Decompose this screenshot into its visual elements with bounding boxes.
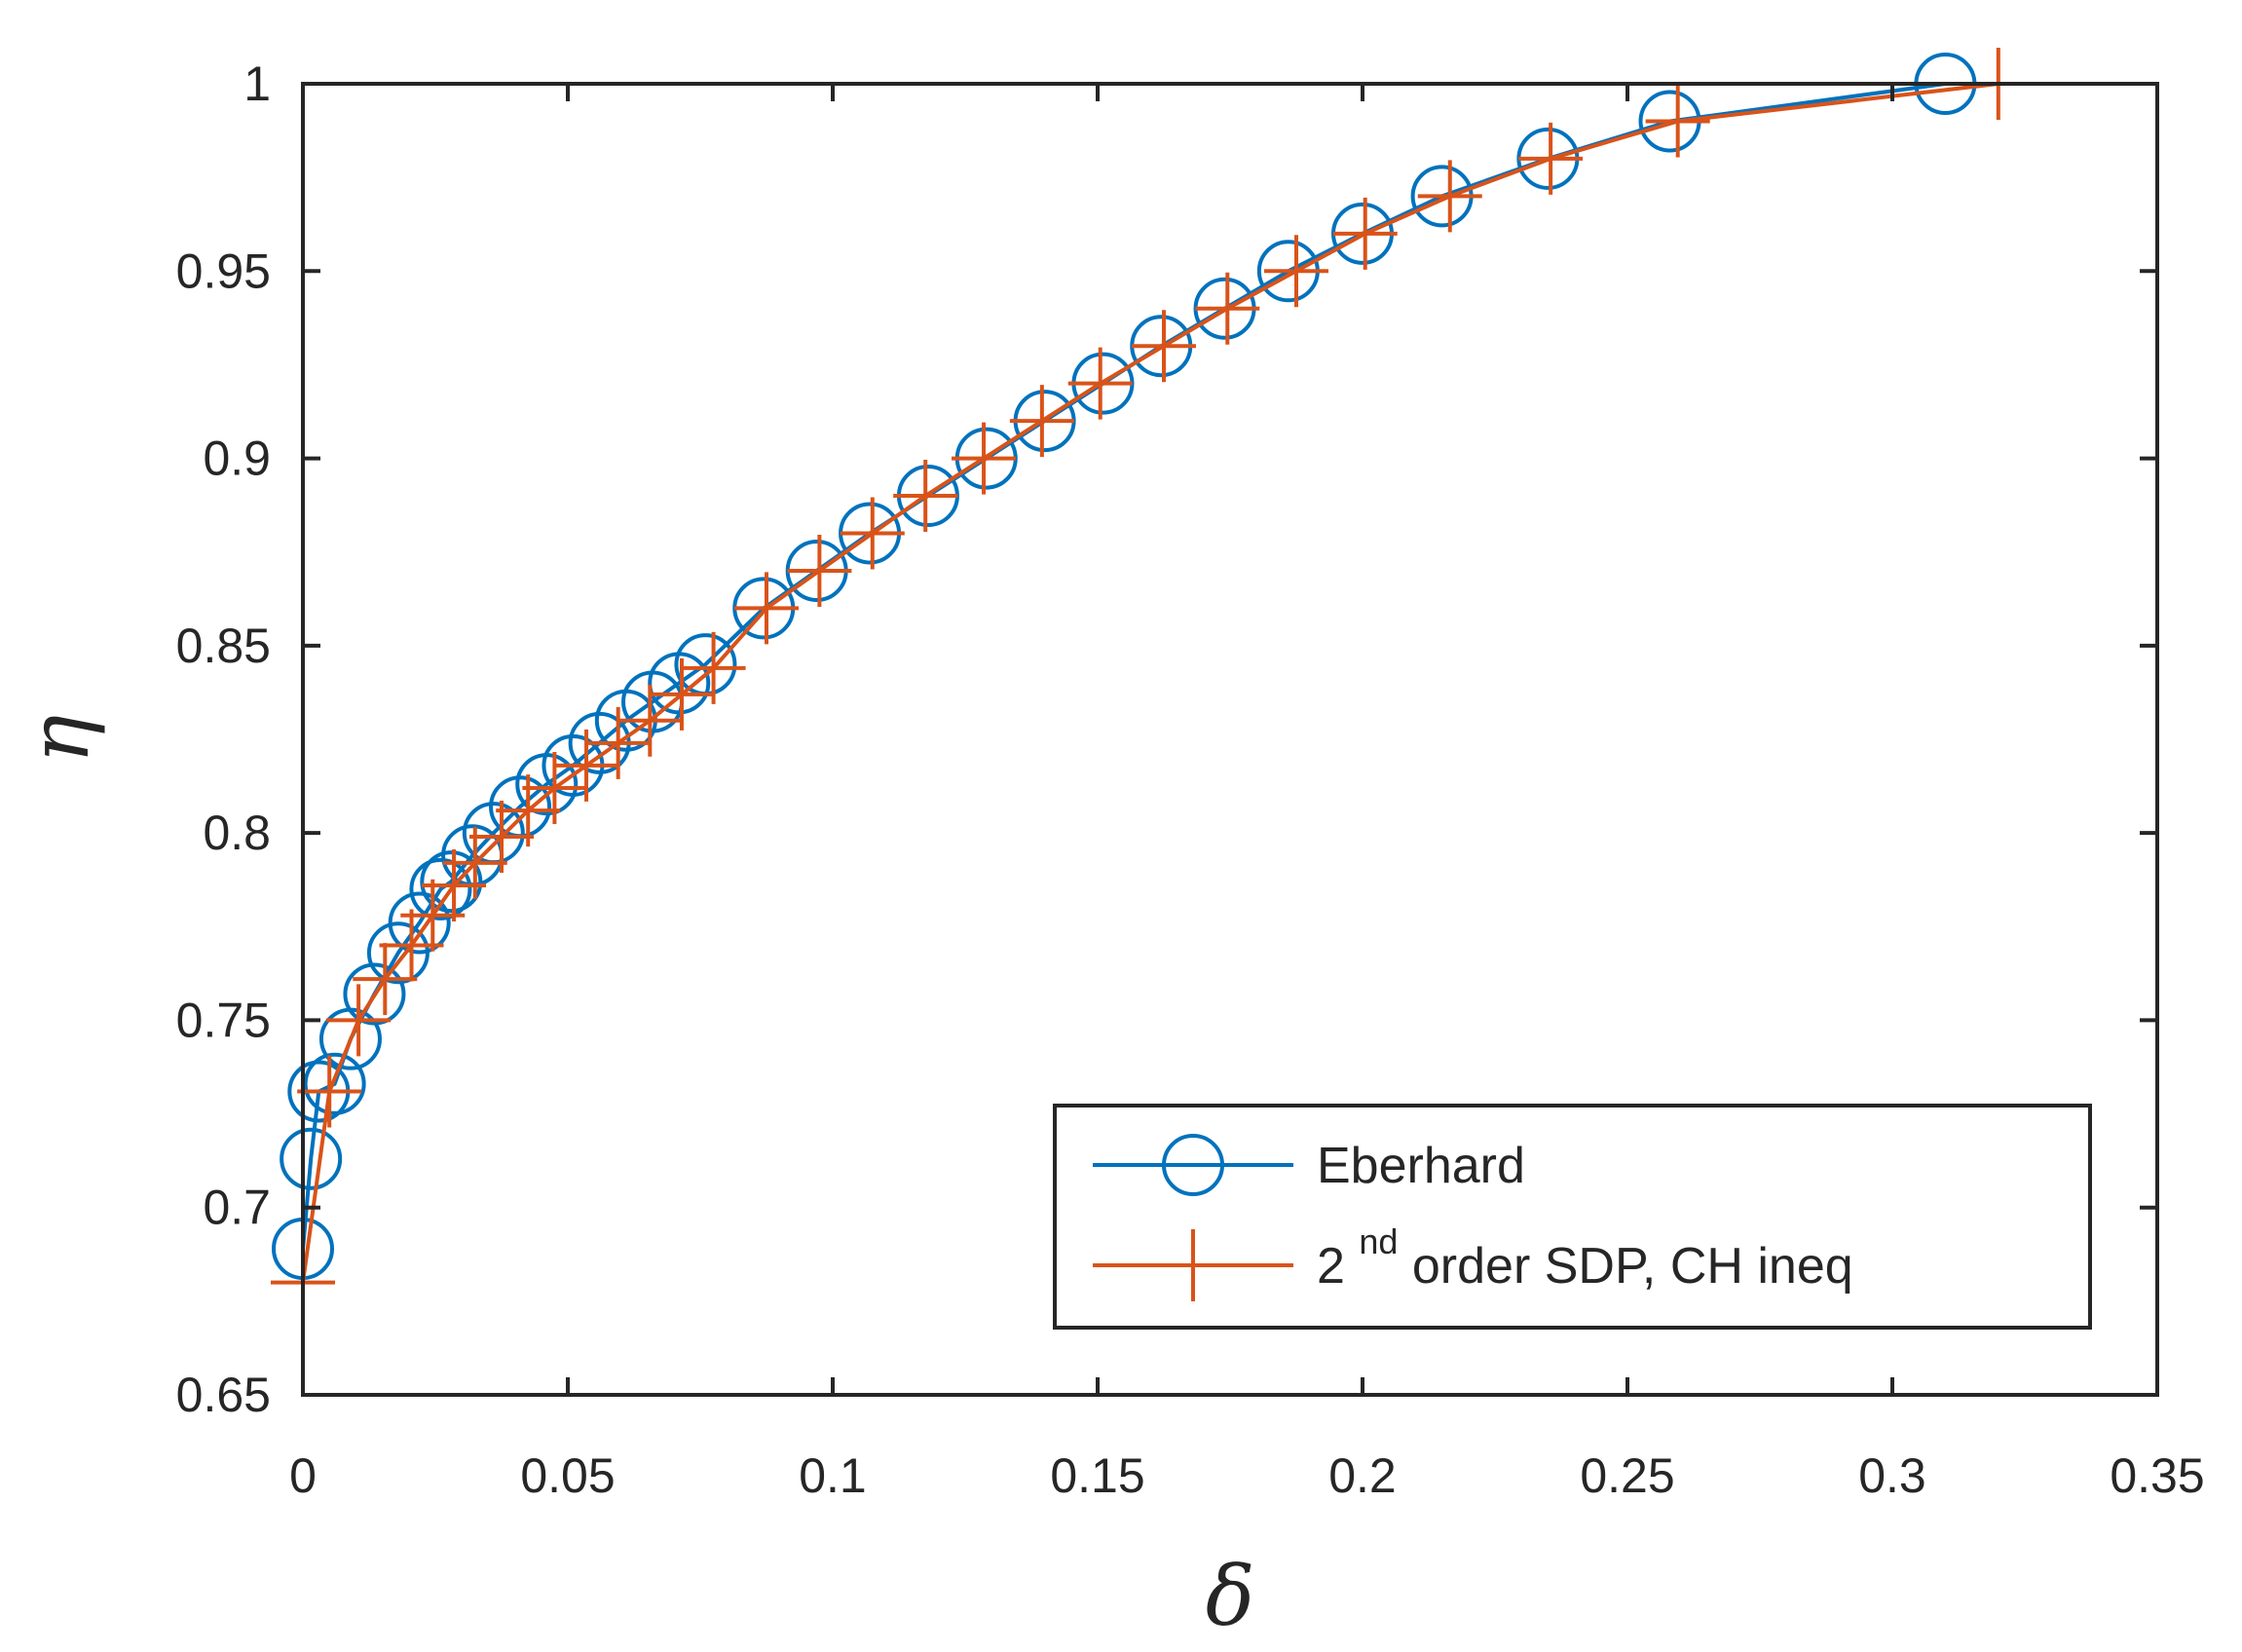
data-point	[1645, 85, 1710, 158]
data-point	[1332, 197, 1398, 270]
data-point	[409, 857, 472, 920]
data-point	[681, 631, 746, 704]
legend-box	[1053, 1104, 2092, 1330]
y-tick-label: 0.85	[176, 619, 271, 673]
data-point	[343, 962, 406, 1026]
data-point	[952, 422, 1017, 495]
legend-label-sdp-sup: nd	[1359, 1221, 1398, 1261]
legend-label-eberhard: Eberhard	[1317, 1138, 1525, 1194]
data-point	[1417, 160, 1482, 233]
x-axis-label: δ	[1206, 1549, 1255, 1644]
x-tick-label: 0.15	[1050, 1448, 1144, 1503]
legend-marker-eberhard	[1162, 1134, 1224, 1196]
data-point	[297, 1055, 362, 1128]
x-tick-label: 0.3	[1858, 1448, 1926, 1503]
y-tick-label: 0.65	[176, 1368, 271, 1422]
data-point	[617, 684, 683, 757]
x-tick-label: 0	[289, 1448, 317, 1503]
data-point	[893, 460, 958, 533]
x-tick-label: 0.05	[520, 1448, 615, 1503]
y-axis-label: η	[12, 715, 107, 764]
data-point	[353, 943, 418, 1016]
y-tick-label: 1	[243, 56, 271, 111]
data-point	[1009, 385, 1074, 458]
series-1	[271, 48, 2031, 1319]
plot-frame	[301, 82, 2159, 1397]
legend-label-sdp-rest: order SDP, CH ineq	[1412, 1238, 1853, 1295]
y-tick-label: 0.9	[203, 432, 271, 486]
data-point	[840, 497, 905, 570]
data-point	[469, 800, 534, 873]
data-point	[280, 1127, 343, 1190]
data-point	[734, 572, 799, 645]
data-point	[303, 1052, 366, 1115]
data-point	[1264, 235, 1328, 308]
legend-label-sdp-main: 2	[1317, 1238, 1345, 1295]
y-tick-label: 0.95	[176, 244, 271, 298]
data-point	[1132, 310, 1196, 383]
data-point	[326, 984, 392, 1057]
y-tick-label: 0.7	[203, 1181, 271, 1235]
y-axis-ticks: 0.65 0.7 0.75 0.8 0.85 0.9 0.95 1	[176, 56, 2157, 1422]
data-point	[1195, 272, 1260, 345]
legend: Eberhard 2 nd order SDP, CH ineq	[1053, 1104, 2092, 1330]
legend-label-sdp: 2 nd order SDP, CH ineq	[1317, 1209, 1853, 1295]
data-point	[442, 826, 507, 899]
x-tick-label: 0.25	[1580, 1448, 1674, 1503]
data-point	[1067, 347, 1133, 420]
x-tick-label: 0.35	[2110, 1448, 2204, 1503]
series-line	[301, 82, 1946, 1250]
y-tick-label: 0.75	[176, 993, 271, 1047]
data-point	[787, 534, 852, 607]
data-point	[1518, 122, 1584, 195]
x-tick-label: 0.2	[1328, 1448, 1397, 1503]
data-point	[649, 657, 714, 731]
data-point	[388, 891, 451, 955]
y-tick-label: 0.8	[203, 806, 271, 860]
x-tick-label: 0.1	[799, 1448, 867, 1503]
x-axis-ticks: 0 0.05 0.1 0.15 0.2 0.25 0.3 0.35	[289, 84, 2205, 1503]
